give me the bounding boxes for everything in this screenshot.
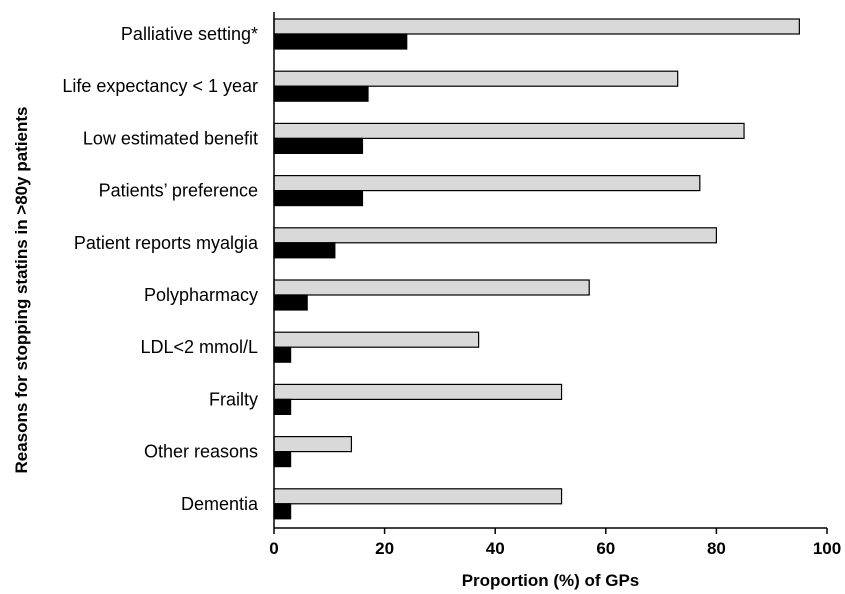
bars-group (273, 18, 800, 520)
bar-black-7 (273, 398, 292, 415)
bar-black-2 (273, 137, 364, 154)
bar-gray-2 (273, 122, 745, 140)
category-label-9: Dementia (181, 494, 259, 514)
category-label-0: Palliative setting* (121, 24, 258, 44)
bar-gray-9 (273, 488, 563, 505)
category-labels: Palliative setting* Life expectancy < 1 y… (62, 24, 259, 514)
bar-black-5 (273, 294, 308, 311)
x-tick-label-1: 20 (375, 539, 394, 558)
bar-black-1 (273, 85, 369, 102)
category-label-6: LDL<2 mmol/L (140, 337, 258, 357)
bar-gray-8 (273, 436, 353, 453)
bar-gray-6 (273, 331, 480, 348)
bar-black-0 (273, 33, 408, 50)
y-axis-title: Reasons for stopping statins in >80y pat… (12, 107, 31, 474)
x-tick-label-2: 40 (486, 539, 505, 558)
x-ticks: 0 20 40 60 80 100 (269, 528, 841, 558)
bar-gray-4 (273, 227, 717, 244)
category-label-8: Other reasons (144, 442, 258, 462)
bar-black-9 (273, 503, 292, 520)
category-label-2: Low estimated benefit (83, 128, 258, 148)
bar-gray-0 (273, 18, 800, 35)
category-label-3: Patients’ preference (99, 181, 258, 201)
bar-black-6 (273, 346, 292, 363)
category-label-1: Life expectancy < 1 year (62, 76, 258, 96)
x-tick-label-5: 100 (813, 539, 841, 558)
bar-black-4 (273, 242, 336, 259)
bar-black-3 (273, 190, 364, 207)
bar-gray-5 (273, 279, 590, 296)
category-label-4: Patient reports myalgia (74, 233, 259, 253)
x-axis-title: Proportion (%) of GPs (462, 571, 640, 590)
x-tick-label-0: 0 (269, 539, 278, 558)
bar-gray-7 (273, 383, 563, 400)
bar-gray-1 (273, 70, 679, 87)
x-tick-label-3: 60 (596, 539, 615, 558)
category-label-5: Polypharmacy (144, 285, 258, 305)
x-tick-label-4: 80 (707, 539, 726, 558)
category-label-7: Frailty (209, 389, 258, 409)
bar-gray-3 (273, 175, 701, 192)
bar-black-8 (273, 451, 292, 468)
